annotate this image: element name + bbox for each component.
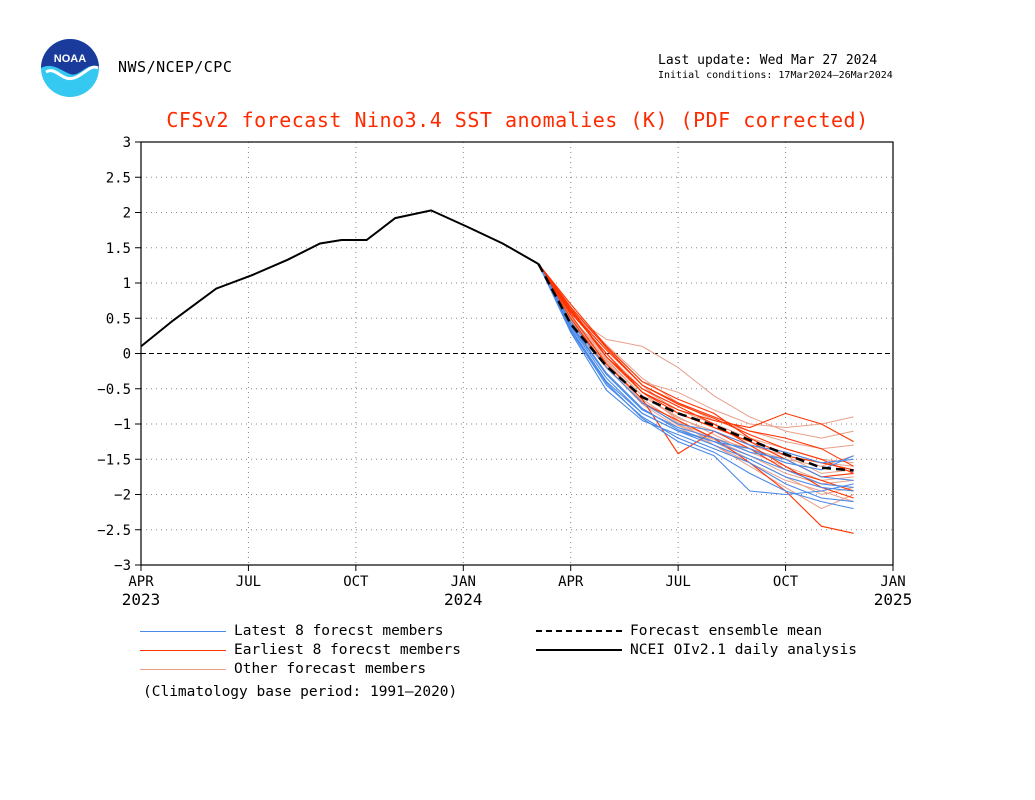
x-tick-label: JAN [451,574,476,590]
earliest-member-line [538,263,854,534]
legend-latest-label: Latest 8 forecst members [234,623,444,639]
x-tick-label: OCT [343,574,369,590]
other-member-line [538,263,854,485]
legend-mean: Forecast ensemble mean [536,622,822,640]
earliest-member-line [538,263,854,471]
latest-members [538,263,854,510]
y-tick-label: −1 [114,417,131,433]
other-member-line [538,263,854,429]
legend-earliest-label: Earliest 8 forecst members [234,642,461,658]
grid [141,142,893,565]
plot-frame [140,141,894,566]
x-tick-label: APR [558,574,584,590]
y-tick-label: 2 [123,206,131,222]
y-tick-label: 1 [123,276,131,292]
legend-other-label: Other forecast members [234,661,427,677]
observed-line [140,209,539,348]
latest-member-line [538,263,854,510]
y-tick-label: −3 [114,558,131,574]
y-tick-label: 0.5 [106,311,131,327]
last-update: Last update: Wed Mar 27 2024 [658,53,878,68]
agency-label: NWS/NCEP/CPC [118,58,233,76]
y-tick-label: 1.5 [106,241,131,257]
earliest-member-line [538,263,854,474]
latest-member-line [538,263,854,471]
initial-conditions: Initial conditions: 17Mar2024–26Mar2024 [658,70,893,81]
latest-member-line [538,263,854,496]
nino34-plume-chart: 32.521.510.50−0.5−1−1.5−2−2.5−3APR2023JU… [97,135,912,609]
climatology-note: (Climatology base period: 1991–2020) [143,684,458,700]
y-tick-label: −1.5 [97,452,131,468]
legend-mean-label: Forecast ensemble mean [630,623,823,639]
x-year-label: 2025 [874,590,913,609]
ensemble-mean-line [537,263,854,472]
other-member-line [538,263,854,481]
x-year-label: 2024 [444,590,483,609]
ensemble-mean [537,263,854,472]
legend: Latest 8 forecst members Earliest 8 fore… [140,622,900,682]
legend-other: Other forecast members [140,660,426,678]
legend-observed: NCEI OIv2.1 daily analysis [536,641,857,659]
legend-latest: Latest 8 forecst members [140,622,444,640]
legend-observed-label: NCEI OIv2.1 daily analysis [630,642,857,658]
legend-earliest: Earliest 8 forecst members [140,641,461,659]
y-tick-label: −0.5 [97,382,131,398]
other-members [538,263,854,510]
latest-member-line [538,263,854,503]
x-tick-label: JUL [665,574,690,590]
chart-title: CFSv2 forecast Nino3.4 SST anomalies (K)… [166,108,869,132]
observed-analysis [140,209,539,348]
x-tick-label: JAN [880,574,905,590]
y-tick-label: −2.5 [97,523,131,539]
other-member-line [538,263,854,510]
x-tick-label: OCT [773,574,799,590]
latest-member-line [538,263,854,481]
y-tick-label: −2 [114,488,131,504]
latest-member-line [538,263,854,488]
x-tick-label: JUL [236,574,261,590]
earliest-member-line [538,263,854,467]
noaa-logo: NOAA [41,39,99,97]
noaa-logo-text: NOAA [54,53,86,65]
latest-member-line [538,263,854,464]
axes: 32.521.510.50−0.5−1−1.5−2−2.5−3APR2023JU… [97,135,912,609]
y-tick-label: 3 [123,135,131,151]
other-member-line [538,263,854,467]
latest-member-line [538,263,854,492]
y-tick-label: 2.5 [106,170,131,186]
y-tick-label: 0 [123,347,131,363]
x-year-label: 2023 [122,590,161,609]
earliest-member-line [538,263,854,492]
x-tick-label: APR [128,574,154,590]
